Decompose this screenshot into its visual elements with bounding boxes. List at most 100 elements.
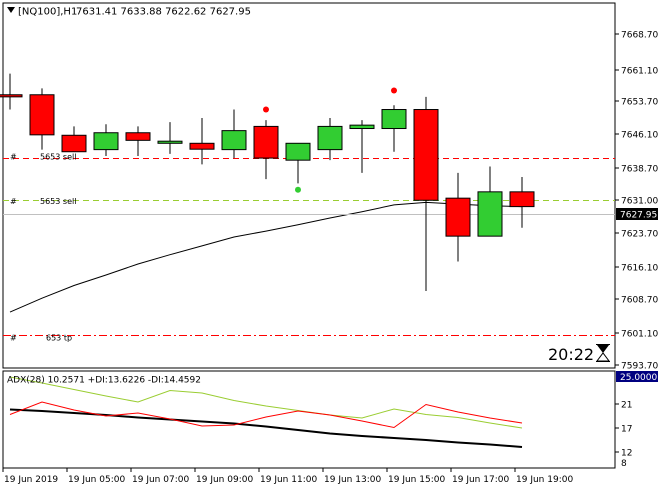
svg-text:7623.70: 7623.70 [621, 230, 658, 240]
time-tick: 19 Jun 17:00 [450, 468, 509, 485]
current-price-tag: 7627.95 [616, 208, 658, 221]
candle [125, 126, 151, 156]
time-tick: 19 Jun 15:00 [386, 468, 445, 485]
candle-body [509, 191, 535, 208]
svg-text:19 Jun 2019: 19 Jun 2019 [4, 475, 58, 485]
svg-text:19 Jun 05:00: 19 Jun 05:00 [68, 475, 125, 485]
indicator-tick: 17 [615, 425, 632, 435]
svg-text:7593.70: 7593.70 [621, 362, 658, 372]
candle-body [29, 94, 55, 136]
candle-body [61, 134, 87, 153]
indicator-axis[interactable]: 21 17 12 8 [615, 401, 632, 470]
candle-body [157, 140, 183, 144]
order-symbol: # [10, 334, 17, 343]
svg-text:7653.70: 7653.70 [621, 98, 658, 108]
svg-text:19 Jun 07:00: 19 Jun 07:00 [132, 475, 189, 485]
indicator-tick: 12 [615, 449, 632, 459]
price-tick: 7601.10 [615, 330, 658, 340]
time-tick: 19 Jun 19:00 [514, 468, 573, 485]
indicator-panel[interactable] [2, 370, 616, 469]
svg-text:7631.00: 7631.00 [621, 197, 658, 207]
candle-body [93, 132, 119, 151]
candle [509, 177, 535, 228]
triangle-down-icon[interactable] [7, 7, 15, 13]
candle-body [125, 132, 151, 141]
price-tick: 7623.70 [615, 230, 658, 240]
candle-body [445, 197, 471, 237]
svg-text:7608.70: 7608.70 [621, 296, 658, 306]
candle [381, 105, 407, 152]
candle-body [317, 125, 343, 151]
candle [445, 172, 471, 262]
indicator-label: ADX(28) 10.2571 +DI:13.6226 -DI:14.4592 [7, 376, 201, 386]
candle [189, 117, 215, 165]
candle-body [0, 94, 23, 98]
ohlc-values: 7631.41 7633.88 7622.62 7627.95 [76, 7, 251, 18]
indicator-tick: 8 [621, 459, 627, 469]
hourglass-icon [596, 344, 610, 362]
candle [0, 73, 23, 110]
candle-body [221, 130, 247, 151]
svg-text:19 Jun 09:00: 19 Jun 09:00 [196, 475, 253, 485]
price-tick: 7616.10 [615, 264, 658, 274]
price-tick: 7631.00 [615, 197, 658, 207]
price-tick: 7646.10 [615, 131, 658, 141]
candle-body [381, 109, 407, 130]
signal-markers [263, 87, 397, 193]
order-symbol: # [10, 153, 17, 162]
candle-body [253, 125, 279, 159]
time-tick: 19 Jun 11:00 [258, 468, 317, 485]
svg-text:17: 17 [621, 425, 632, 435]
order-label: 5653 sell [40, 197, 76, 206]
svg-text:12: 12 [621, 449, 632, 459]
svg-text:7646.10: 7646.10 [621, 131, 658, 141]
price-tick: 7661.10 [615, 67, 658, 77]
order-symbol: # [10, 197, 17, 206]
time-tick: 19 Jun 2019 [2, 468, 58, 485]
svg-text:7668.70: 7668.70 [621, 31, 658, 41]
svg-text:19 Jun 17:00: 19 Jun 17:00 [452, 475, 509, 485]
bar-timer: 20:22 [548, 345, 594, 364]
candle [477, 166, 503, 237]
price-tick: 7653.70 [615, 98, 658, 108]
order-label: 653 tp [46, 334, 72, 343]
time-tick: 19 Jun 13:00 [322, 468, 381, 485]
candle [317, 117, 343, 161]
candle [61, 126, 87, 153]
price-tick: 7668.70 [615, 31, 658, 41]
svg-text:7601.10: 7601.10 [621, 330, 658, 340]
svg-text:19 Jun 15:00: 19 Jun 15:00 [388, 475, 445, 485]
plus-di-line [9, 376, 523, 429]
signal-dot [263, 106, 269, 113]
time-tick: 19 Jun 05:00 [66, 468, 125, 485]
svg-text:25.0000: 25.0000 [620, 373, 657, 383]
price-tick: 7638.70 [615, 165, 658, 175]
svg-text:7638.70: 7638.70 [621, 165, 658, 175]
candle-body [285, 142, 311, 161]
candle-body [477, 191, 503, 237]
order-label: 5653 sell [40, 153, 76, 162]
symbol-label: [NQ100],H1 [18, 7, 77, 18]
svg-text:19 Jun 11:00: 19 Jun 11:00 [260, 475, 317, 485]
candle [413, 96, 439, 292]
candlesticks [0, 73, 535, 292]
price-tick: 7593.70 [615, 362, 658, 372]
svg-text:7616.10: 7616.10 [621, 264, 658, 274]
svg-text:7627.95: 7627.95 [620, 211, 657, 221]
svg-text:19 Jun 13:00: 19 Jun 13:00 [324, 475, 381, 485]
candle [349, 120, 375, 173]
candle [285, 142, 311, 184]
time-tick: 19 Jun 07:00 [130, 468, 189, 485]
candle [157, 122, 183, 154]
candle-body [189, 142, 215, 150]
price-axis[interactable]: 7668.70 7661.10 7653.70 7646.10 7638.70 … [615, 31, 658, 372]
candle [93, 124, 119, 156]
price-panel[interactable] [2, 2, 616, 369]
svg-text:19 Jun 19:00: 19 Jun 19:00 [516, 475, 573, 485]
svg-text:21: 21 [621, 401, 632, 411]
candle-body [349, 124, 375, 130]
time-axis[interactable]: 19 Jun 2019 19 Jun 05:00 19 Jun 07:00 19… [2, 468, 573, 485]
candle [221, 109, 247, 159]
